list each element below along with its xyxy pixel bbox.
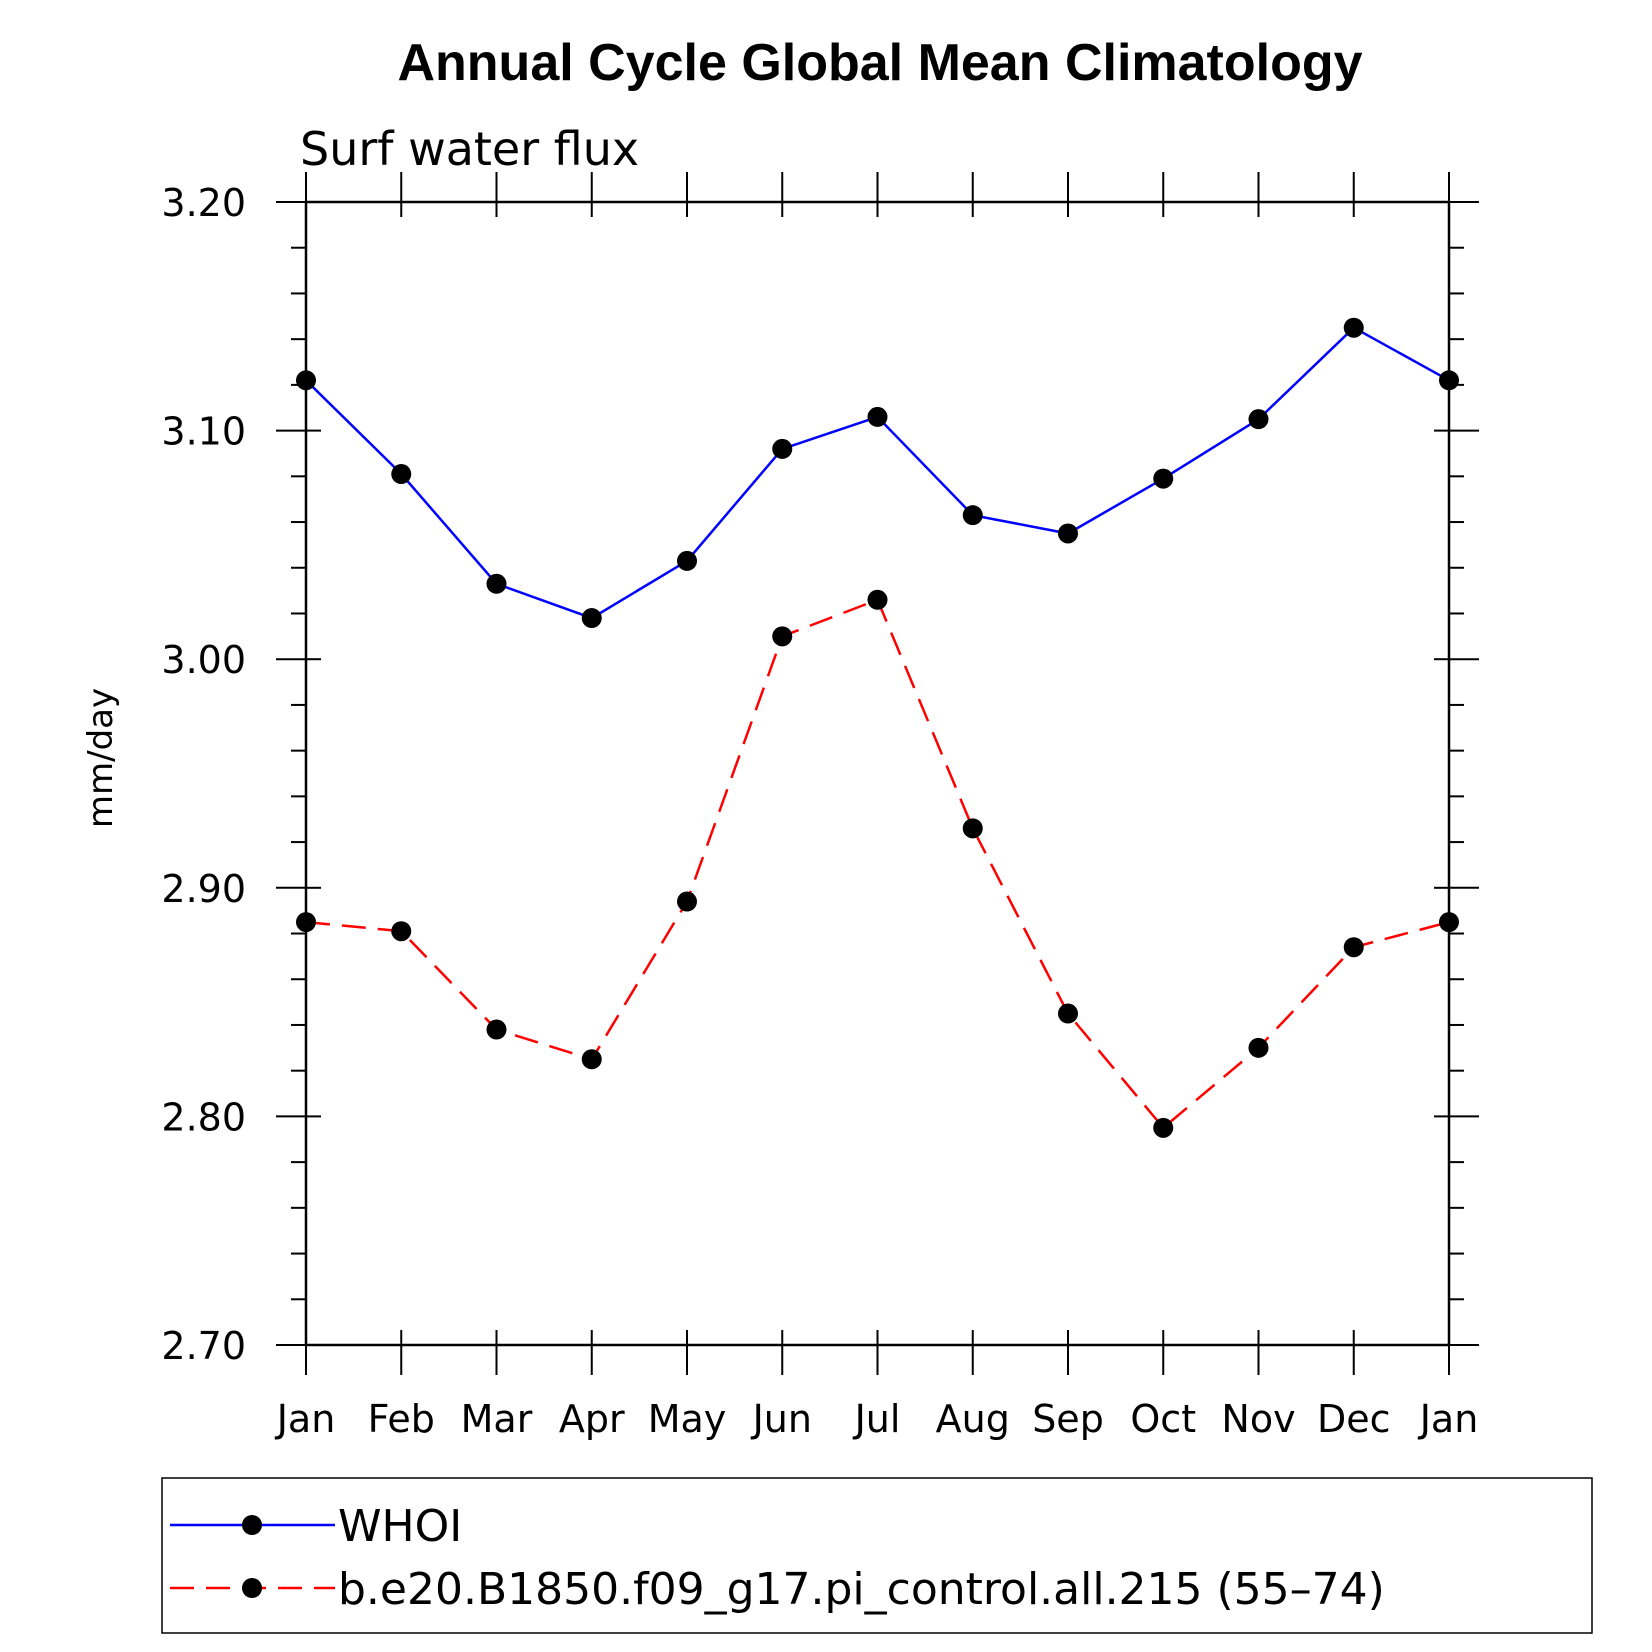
series-1-point xyxy=(772,438,793,459)
series-2-point xyxy=(1439,912,1459,933)
legend-entries: WHOI b.e20.B1850.f09_g17.pi_control.all.2… xyxy=(170,1501,1385,1615)
x-tick-label: Jul xyxy=(853,1397,901,1441)
x-tick-label: Jan xyxy=(1418,1397,1479,1441)
x-tick-label: May xyxy=(648,1397,727,1441)
series-line-1 xyxy=(305,326,1450,620)
series-1-point xyxy=(962,505,983,526)
y-tick-label: 2.70 xyxy=(161,1324,246,1368)
series-layer xyxy=(296,317,1459,1138)
series-1-point xyxy=(1343,317,1364,338)
legend-box xyxy=(161,1477,1593,1634)
y-axis-label: mm/day xyxy=(81,688,121,828)
series-2-point xyxy=(962,818,983,839)
series-2-point xyxy=(772,626,793,647)
chart-subtitle: Surf water flux xyxy=(300,122,639,176)
series-2-point xyxy=(296,912,316,933)
series-1-point xyxy=(296,370,316,391)
series-2-point xyxy=(677,891,697,912)
series-1-point xyxy=(1153,468,1174,489)
x-tick-label: Mar xyxy=(461,1397,533,1441)
series-2-point xyxy=(867,589,888,610)
y-tick-label: 3.00 xyxy=(161,638,246,682)
series-2-point xyxy=(1343,937,1364,958)
series-1-point xyxy=(486,573,507,594)
series-1-point xyxy=(391,464,412,485)
x-tick-label: Nov xyxy=(1221,1397,1295,1441)
legend-label-2: b.e20.B1850.f09_g17.pi_control.all.215 (… xyxy=(338,1564,1385,1615)
x-tick-label: Aug xyxy=(936,1397,1010,1441)
plot-frame xyxy=(304,200,1451,1347)
y-tick-labels: 3.20 3.10 3.00 2.90 2.80 2.70 xyxy=(161,181,246,1368)
x-tick-label: Apr xyxy=(559,1397,625,1441)
y-tick-label: 2.80 xyxy=(161,1095,246,1139)
legend-label-1: WHOI xyxy=(338,1501,462,1552)
x-tick-label: Feb xyxy=(368,1397,435,1441)
x-tick-label: Dec xyxy=(1317,1397,1391,1441)
series-2-point xyxy=(1058,1003,1078,1024)
y-tick-label: 2.90 xyxy=(161,867,246,911)
series-1-point xyxy=(1439,370,1459,391)
series-2-point xyxy=(391,921,412,942)
chart-title: Annual Cycle Global Mean Climatology xyxy=(397,34,1362,92)
series-2-point xyxy=(1153,1117,1174,1138)
y-tick-label: 3.20 xyxy=(161,181,246,225)
series-line-2 xyxy=(305,598,1450,1130)
series-2-point xyxy=(1248,1037,1269,1058)
x-tick-label: Sep xyxy=(1032,1397,1104,1441)
legend: WHOI b.e20.B1850.f09_g17.pi_control.all.2… xyxy=(161,1477,1593,1634)
series-1-point xyxy=(581,608,602,629)
x-tick-label: Jan xyxy=(275,1397,336,1441)
axis-ticks xyxy=(276,172,1479,1375)
legend-marker-2 xyxy=(242,1578,262,1598)
legend-marker-1 xyxy=(242,1515,262,1535)
series-2-point xyxy=(581,1049,602,1070)
x-tick-label: Oct xyxy=(1130,1397,1196,1441)
x-tick-labels: Jan Feb Mar Apr May Jun Jul Aug Sep Oct Nov Dec Jan xyxy=(275,1397,1479,1441)
series-1-point xyxy=(1248,409,1269,430)
y-tick-label: 3.10 xyxy=(161,410,246,454)
series-1-point xyxy=(677,550,697,571)
x-tick-label: Jun xyxy=(751,1397,812,1441)
series-1-point xyxy=(867,406,888,427)
series-1-point xyxy=(1058,523,1078,544)
series-2-point xyxy=(486,1019,507,1040)
